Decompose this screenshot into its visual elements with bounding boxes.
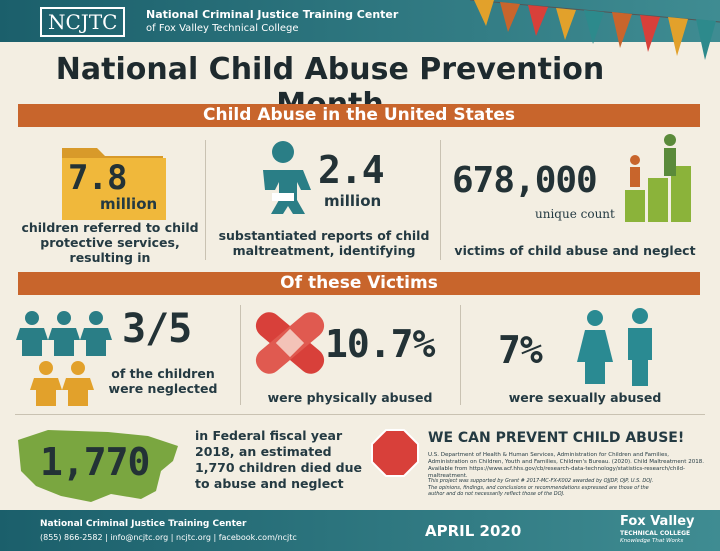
stat-value: 7% <box>498 328 543 372</box>
stat-unit: million <box>324 192 382 210</box>
org-name: National Criminal Justice Training Cente… <box>146 8 399 21</box>
note: This project was supported by Grant # 20… <box>428 478 654 497</box>
divider <box>240 305 241 405</box>
stat-unit: unique count <box>535 207 615 221</box>
bandage-icon <box>255 312 325 374</box>
footer-logo-sub: TECHNICAL COLLEGE <box>620 530 691 537</box>
stat-caption: children referred to child protective se… <box>21 220 199 265</box>
people-icon <box>577 308 652 386</box>
logo: NCJTC <box>40 7 126 37</box>
footer-tagline: Knowledge That Works <box>620 538 684 544</box>
org-sub: of Fox Valley Technical College <box>146 23 299 34</box>
divider <box>460 305 461 405</box>
footer-logo: Fox Valley <box>620 514 695 529</box>
stat-value: 2.4 <box>318 148 385 192</box>
section-heading: Child Abuse in the United States <box>18 104 700 127</box>
footer-date: APRIL 2020 <box>425 522 522 540</box>
footer-org: National Criminal Justice Training Cente… <box>40 519 247 529</box>
stat-caption: victims of child abuse and neglect <box>454 243 696 258</box>
stat-caption: of the children were neglected <box>108 366 218 396</box>
stat-caption: were physically abused <box>267 390 433 405</box>
prevent-heading: WE CAN PREVENT CHILD ABUSE! <box>428 430 685 446</box>
divider <box>205 140 206 260</box>
bars-icon <box>625 134 691 222</box>
footer-contact: (855) 866-2582 | info@ncjtc.org | ncjtc.… <box>40 533 297 542</box>
stat-value: 7.8 <box>68 158 127 198</box>
bunting <box>469 0 720 60</box>
section-heading: Of these Victims <box>18 272 700 295</box>
stat-value: 3/5 <box>122 306 192 352</box>
stat-caption: substantiated reports of child maltreatm… <box>218 228 430 258</box>
deaths-value: 1,770 <box>40 440 150 484</box>
baby-icon <box>263 141 311 214</box>
us-map <box>18 430 178 502</box>
stop-sign <box>371 429 419 477</box>
stat-unit: million <box>100 195 158 213</box>
source: U.S. Department of Health & Human Servic… <box>428 452 704 479</box>
stat-value: 10.7% <box>325 322 435 366</box>
folder-icon <box>62 148 166 220</box>
stat-caption: were sexually abused <box>508 390 662 405</box>
divider <box>440 140 441 260</box>
deaths-text: in Federal fiscal year 2018, an estimate… <box>195 428 362 491</box>
stat-value: 678,000 <box>452 160 598 201</box>
children-icons <box>16 311 112 406</box>
title: National Child Abuse Prevention Month <box>55 52 605 122</box>
